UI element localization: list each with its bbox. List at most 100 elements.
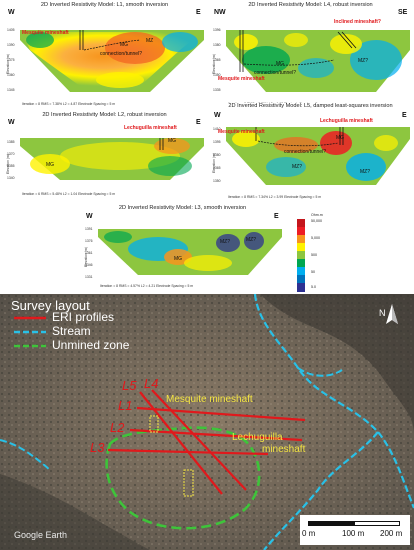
- direction-left: W: [8, 9, 15, 16]
- y-tick: 1360: [7, 73, 15, 77]
- scale-label-200: 200 m: [380, 529, 403, 538]
- label-l1: L1: [118, 398, 133, 413]
- profile-line-l2: [129, 428, 303, 442]
- resistivity-section-l5: [226, 127, 410, 185]
- y-tick: 1365: [213, 166, 221, 170]
- direction-left: NW: [214, 9, 226, 16]
- colorbar-swatches: [297, 219, 305, 292]
- legend-eri: ERI profiles: [52, 310, 115, 324]
- legend-unmined: Unmined zone: [52, 338, 130, 352]
- direction-right: SE: [398, 9, 408, 16]
- colorbar-tick: 500: [311, 253, 317, 257]
- panel-title: 2D Inverted Resistivity Model: L2, robus…: [42, 112, 167, 118]
- y-tick: 1331: [85, 275, 93, 279]
- colorbar-swatch: [297, 275, 305, 284]
- label-lechuguilla-1: Lechuguilla: [232, 432, 283, 443]
- satellite-map: Survey layout ERI profiles Stream Unmine…: [0, 294, 414, 550]
- panel-l1: 2D Inverted Resistivity Model: L1, smoot…: [2, 2, 207, 110]
- mesquite-mineshaft-label: Mesquite mineshaft: [218, 76, 265, 82]
- y-tick: 1380: [213, 43, 221, 47]
- y-tick: 1405: [7, 28, 15, 32]
- resistivity-section-l1: [20, 30, 204, 92]
- y-tick: 1396: [213, 28, 221, 32]
- resistivity-section-l4: [226, 30, 410, 92]
- direction-right: E: [196, 9, 201, 16]
- mg-label: MG: [46, 162, 55, 168]
- lechuguilla-mineshaft-label: Lechuguilla mineshaft: [320, 118, 373, 124]
- mg-label: MG: [174, 256, 183, 262]
- map-canvas: [0, 294, 414, 550]
- y-tick: 1391: [85, 227, 93, 231]
- direction-right: E: [196, 119, 201, 126]
- panel-l3: 2D Inverted Resistivity Model: L3, smoot…: [80, 205, 285, 291]
- label-l5: L5: [122, 378, 137, 393]
- y-axis-title: Elevation (m): [6, 54, 10, 74]
- colorbar-swatch: [297, 243, 305, 252]
- y-tick: 1390: [7, 43, 15, 47]
- direction-left: W: [8, 119, 15, 126]
- tunnel-label: connection/tunnel?: [254, 70, 296, 76]
- label-lechuguilla-2: mineshaft: [262, 444, 306, 455]
- y-tick: 1376: [85, 239, 93, 243]
- mz-label: MZ?: [292, 164, 302, 170]
- scale-label-0: 0 m: [302, 529, 316, 538]
- y-tick: 1365: [213, 58, 221, 62]
- direction-right: E: [402, 112, 407, 119]
- colorbar-unit: Ohm.m: [311, 213, 323, 217]
- y-tick: 1355: [7, 164, 15, 168]
- direction-right: E: [274, 213, 279, 220]
- google-earth-credit: Google Earth: [14, 530, 68, 540]
- profile-line-l4: [151, 389, 247, 491]
- panel-title: 2D Inverted Resistivity Model: L4, robus…: [248, 2, 373, 8]
- colorbar-swatch: [297, 219, 305, 228]
- colorbar-tick: 5.0: [311, 285, 316, 289]
- tunnel-label: connection/tunnel?: [284, 149, 326, 155]
- panel-title: 2D Inverted Resistivity Model: L1, smoot…: [40, 2, 169, 8]
- y-tick: 1380: [213, 153, 221, 157]
- label-l3: L3: [90, 440, 105, 455]
- profile-line-l5: [139, 391, 223, 495]
- scale-bar: 0 m 100 m 200 m: [300, 515, 410, 545]
- lechuguilla-mineshaft-label: Lechuguilla mineshaft: [124, 125, 177, 131]
- inversion-stats: Iteration = 6 RMS = 5.48% L2 = 1.04 Elec…: [22, 192, 116, 196]
- label-l4: L4: [144, 376, 159, 391]
- colorbar-swatch: [297, 259, 305, 268]
- inclined-mineshaft-label: Inclined mineshaft?: [334, 19, 381, 25]
- panel-title: 2D Inverted Resistivity Model: L5, dampe…: [228, 103, 393, 109]
- mesquite-mineshaft-label: Mesquite mineshaft: [22, 30, 69, 36]
- panel-title: 2D Inverted Resistivity Model: L3, smoot…: [118, 205, 247, 211]
- y-tick: 1350: [213, 179, 221, 183]
- label-l2: L2: [110, 420, 125, 435]
- panel-l2: 2D Inverted Resistivity Model: L2, robus…: [2, 112, 207, 200]
- y-tick: 1345: [7, 88, 15, 92]
- mg-label: MG: [336, 135, 345, 141]
- profile-line-l1: [136, 406, 306, 422]
- inversion-stats: Iteration = 8 RMS = 7.34% L2 = 3.99 Elec…: [228, 195, 322, 199]
- mg-label: MG: [276, 61, 285, 67]
- colorbar-swatch: [297, 267, 305, 276]
- y-axis-title: Elevation (m): [212, 54, 216, 74]
- y-tick: 1335: [213, 88, 221, 92]
- mg-label: MG: [120, 42, 129, 48]
- colorbar-tick: 50,000: [311, 219, 322, 223]
- colorbar-tick: 5,000: [311, 236, 320, 240]
- mz-label: MZ?: [358, 58, 368, 64]
- inversion-stats: Iteration = 8 RMS = 4.57% L2 = 4.21 Elec…: [100, 284, 194, 288]
- direction-left: W: [214, 112, 221, 119]
- y-tick: 1410: [213, 127, 221, 131]
- y-tick: 1340: [7, 176, 15, 180]
- resistivity-section-l3: [98, 229, 282, 275]
- tunnel-label: connection/tunnel?: [100, 51, 142, 57]
- y-tick: 1361: [85, 251, 93, 255]
- y-tick: 1370: [7, 152, 15, 156]
- resistivity-section-l2: [20, 138, 204, 180]
- colorbar-swatch: [297, 283, 305, 292]
- colorbar-swatch: [297, 235, 305, 244]
- mesquite-mineshaft-label: Mesquite mineshaft: [218, 129, 265, 135]
- y-tick: 1395: [213, 140, 221, 144]
- colorbar-swatch: [297, 227, 305, 236]
- colorbar: Ohm.m 50,000 5,000 500 50 5.0: [297, 213, 357, 293]
- inversion-stats: Iteration = 8 RMS = 7.38% L2 = 4.87 Elec…: [22, 102, 116, 106]
- mz-label: MZ?: [246, 237, 256, 243]
- direction-left: W: [86, 213, 93, 220]
